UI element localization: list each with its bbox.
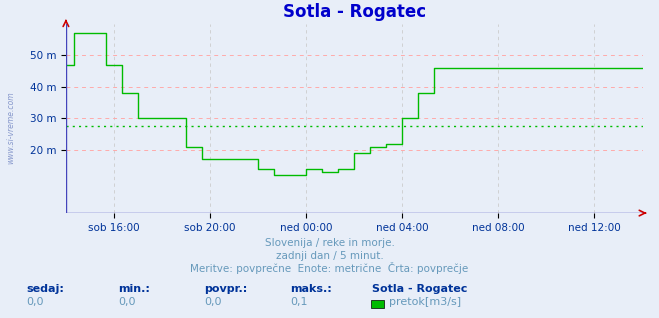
Text: min.:: min.: bbox=[119, 284, 150, 294]
Text: 0,1: 0,1 bbox=[290, 297, 308, 307]
Text: sedaj:: sedaj: bbox=[26, 284, 64, 294]
Text: 0,0: 0,0 bbox=[204, 297, 222, 307]
Text: www.si-vreme.com: www.si-vreme.com bbox=[7, 91, 16, 163]
Text: Meritve: povprečne  Enote: metrične  Črta: povprečje: Meritve: povprečne Enote: metrične Črta:… bbox=[190, 262, 469, 274]
Text: Slovenija / reke in morje.: Slovenija / reke in morje. bbox=[264, 238, 395, 248]
Text: zadnji dan / 5 minut.: zadnji dan / 5 minut. bbox=[275, 251, 384, 261]
Text: Sotla - Rogatec: Sotla - Rogatec bbox=[372, 284, 468, 294]
Text: 0,0: 0,0 bbox=[119, 297, 136, 307]
Title: Sotla - Rogatec: Sotla - Rogatec bbox=[283, 3, 426, 21]
Text: 0,0: 0,0 bbox=[26, 297, 44, 307]
Text: maks.:: maks.: bbox=[290, 284, 331, 294]
Text: povpr.:: povpr.: bbox=[204, 284, 248, 294]
Text: pretok[m3/s]: pretok[m3/s] bbox=[389, 297, 461, 307]
